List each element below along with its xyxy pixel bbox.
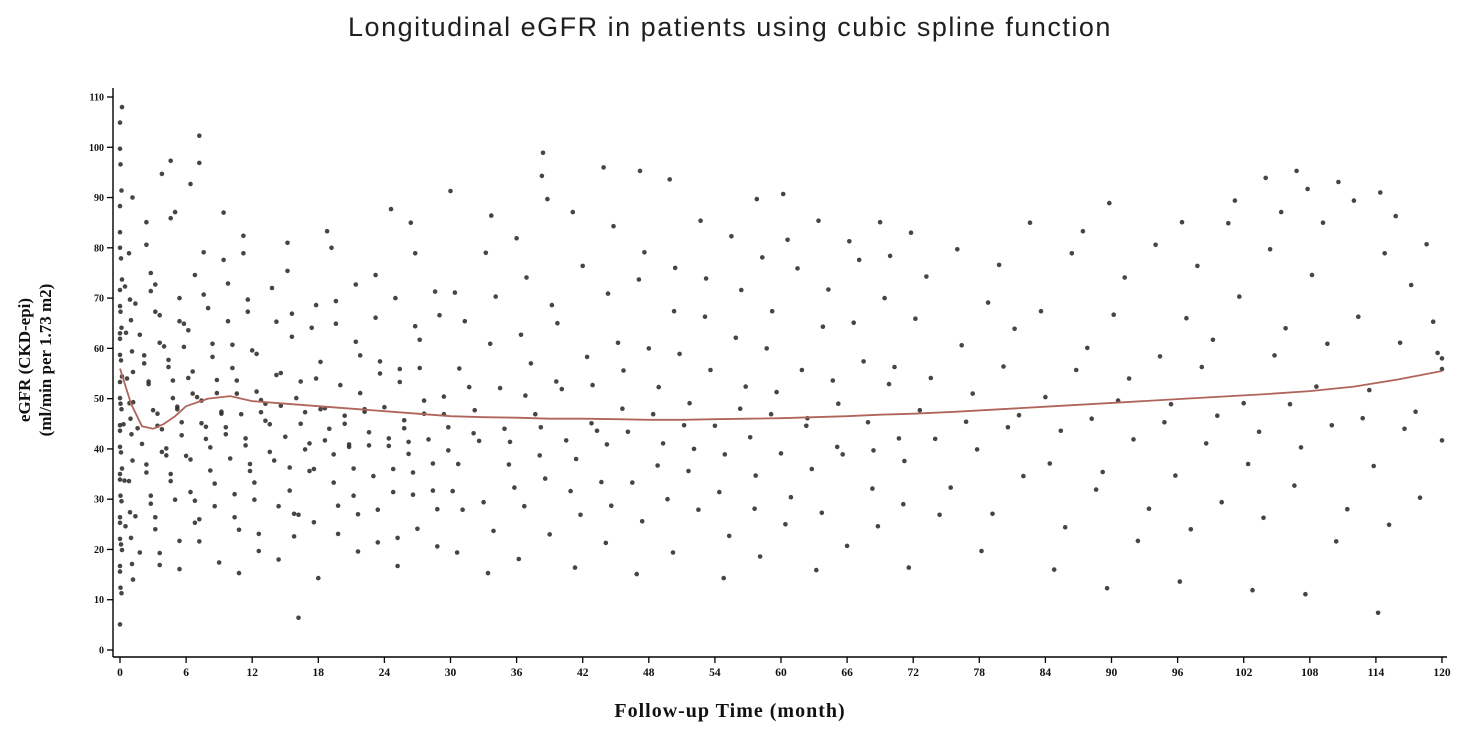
svg-text:80: 80: [94, 243, 104, 254]
svg-text:72: 72: [907, 667, 919, 679]
svg-text:114: 114: [1368, 667, 1385, 679]
svg-text:78: 78: [974, 667, 986, 679]
svg-text:84: 84: [1040, 667, 1052, 679]
svg-text:48: 48: [643, 667, 655, 679]
svg-text:40: 40: [94, 444, 104, 455]
svg-text:0: 0: [117, 667, 123, 679]
x-axis-ticks: 0 6 12 18 24 30 36 42 48 54 60 66 72 78 84 90 96 102 108 11…: [117, 657, 1451, 679]
svg-text:102: 102: [1235, 667, 1253, 679]
svg-text:120: 120: [1433, 667, 1451, 679]
svg-text:110: 110: [90, 93, 104, 104]
svg-text:54: 54: [709, 667, 721, 679]
scatter-points: [117, 104, 1445, 627]
svg-text:24: 24: [379, 667, 391, 679]
svg-text:36: 36: [511, 667, 523, 679]
svg-text:96: 96: [1172, 667, 1184, 679]
svg-text:6: 6: [183, 667, 189, 679]
svg-text:18: 18: [313, 667, 325, 679]
svg-text:42: 42: [577, 667, 589, 679]
svg-text:50: 50: [94, 394, 104, 405]
svg-text:66: 66: [841, 667, 853, 679]
svg-text:108: 108: [1301, 667, 1319, 679]
x-axis-label: Follow-up Time (month): [614, 700, 846, 722]
svg-text:60: 60: [94, 344, 104, 355]
svg-text:10: 10: [94, 595, 104, 606]
svg-text:90: 90: [94, 193, 104, 204]
svg-text:60: 60: [775, 667, 787, 679]
svg-text:12: 12: [246, 667, 258, 679]
axes: [112, 88, 1447, 658]
spline-line: [119, 368, 1443, 430]
y-axis-ticks: 0 10 20 30 40 50 60 70 80 90 100 110: [89, 93, 113, 657]
svg-text:20: 20: [94, 545, 104, 556]
svg-text:30: 30: [445, 667, 457, 679]
svg-text:90: 90: [1106, 667, 1118, 679]
svg-text:0: 0: [99, 646, 104, 657]
svg-text:30: 30: [94, 495, 104, 506]
svg-text:100: 100: [89, 143, 104, 154]
svg-text:70: 70: [94, 294, 104, 305]
chart-title: Longitudinal eGFR in patients using cubi…: [348, 12, 1112, 42]
